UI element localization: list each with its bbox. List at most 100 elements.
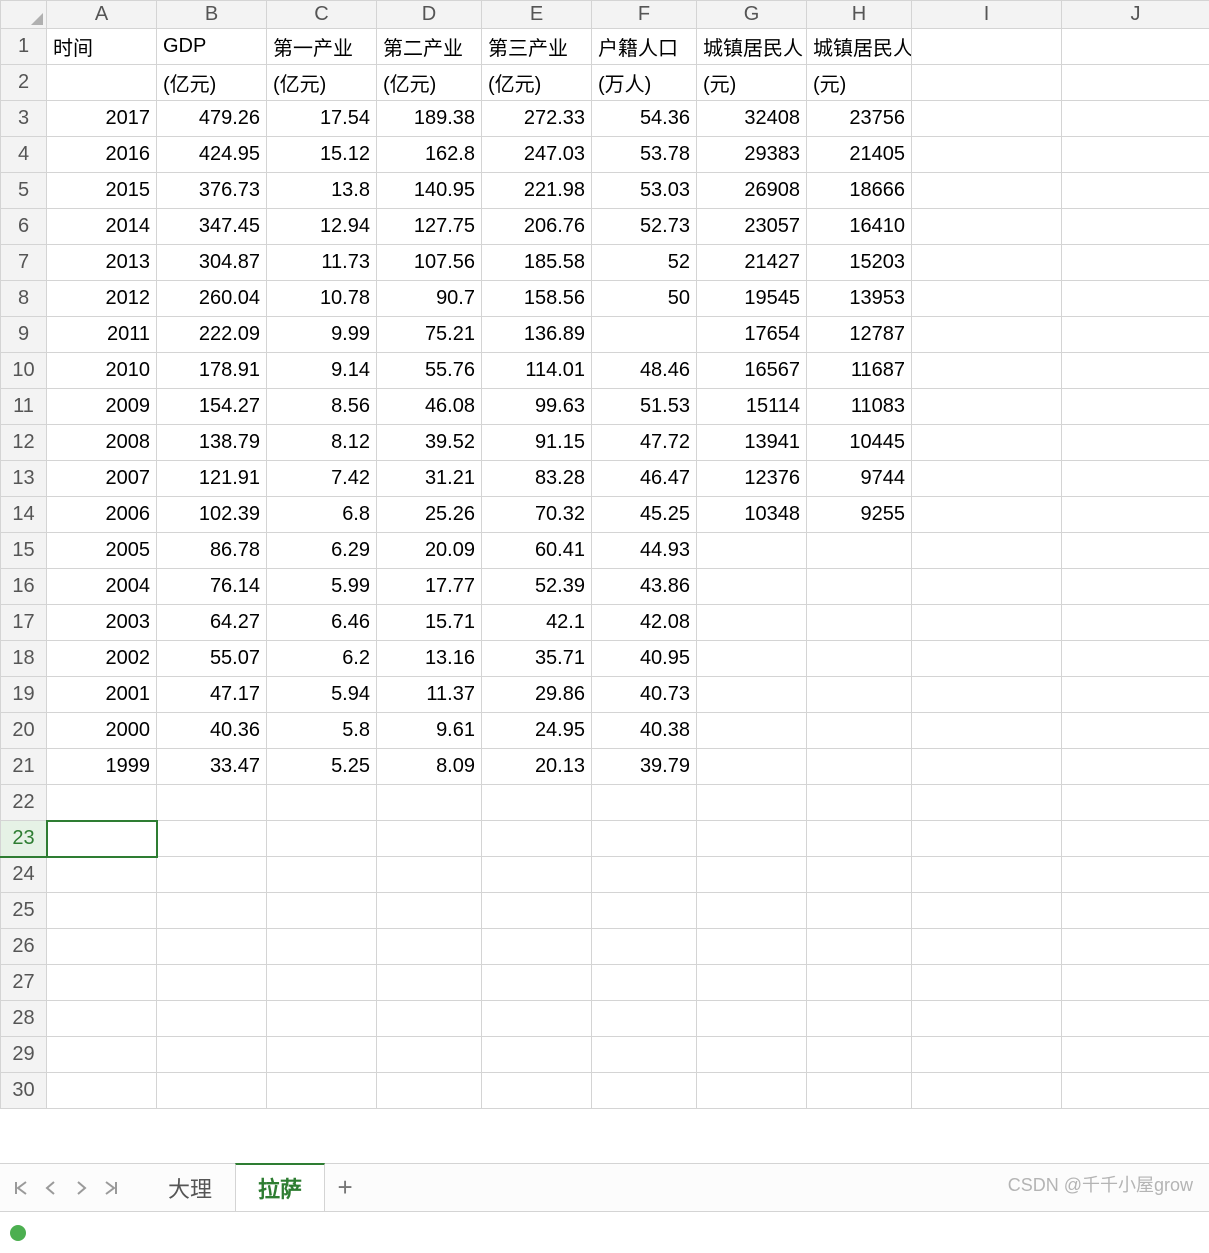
cell[interactable]: [807, 533, 912, 569]
cell[interactable]: [912, 209, 1062, 245]
cell[interactable]: [912, 1001, 1062, 1037]
cell[interactable]: 162.8: [377, 137, 482, 173]
cell[interactable]: 9.61: [377, 713, 482, 749]
row-header[interactable]: 30: [1, 1073, 47, 1109]
cell[interactable]: [807, 965, 912, 1001]
cell[interactable]: 6.8: [267, 497, 377, 533]
cell[interactable]: [377, 1001, 482, 1037]
cell[interactable]: 户籍人口: [592, 29, 697, 65]
cell[interactable]: 32408: [697, 101, 807, 137]
cell[interactable]: [807, 749, 912, 785]
cell[interactable]: 第二产业: [377, 29, 482, 65]
cell[interactable]: 44.93: [592, 533, 697, 569]
cell[interactable]: [157, 785, 267, 821]
cell[interactable]: [157, 1037, 267, 1073]
cell[interactable]: [592, 929, 697, 965]
cell[interactable]: [267, 965, 377, 1001]
row-header[interactable]: 27: [1, 965, 47, 1001]
cell[interactable]: [912, 1037, 1062, 1073]
row-header[interactable]: 7: [1, 245, 47, 281]
cell[interactable]: [912, 533, 1062, 569]
column-header[interactable]: B: [157, 1, 267, 29]
cell[interactable]: [912, 317, 1062, 353]
cell[interactable]: [267, 929, 377, 965]
cell[interactable]: [1062, 713, 1209, 749]
nav-last-icon[interactable]: [96, 1173, 126, 1203]
cell[interactable]: [47, 857, 157, 893]
column-header[interactable]: A: [47, 1, 157, 29]
cell[interactable]: [47, 65, 157, 101]
cell[interactable]: [157, 1001, 267, 1037]
cell[interactable]: 6.29: [267, 533, 377, 569]
cell[interactable]: [912, 893, 1062, 929]
cell[interactable]: [807, 821, 912, 857]
row-header[interactable]: 25: [1, 893, 47, 929]
cell[interactable]: [697, 785, 807, 821]
cell[interactable]: [697, 1037, 807, 1073]
cell[interactable]: [912, 101, 1062, 137]
cell[interactable]: (亿元): [377, 65, 482, 101]
cell[interactable]: 21427: [697, 245, 807, 281]
cell[interactable]: 60.41: [482, 533, 592, 569]
cell[interactable]: 第一产业: [267, 29, 377, 65]
column-header[interactable]: D: [377, 1, 482, 29]
cell[interactable]: [1062, 101, 1209, 137]
cell[interactable]: [47, 1037, 157, 1073]
cell[interactable]: [482, 1073, 592, 1109]
cell[interactable]: [482, 965, 592, 1001]
cell[interactable]: [157, 929, 267, 965]
cell[interactable]: 136.89: [482, 317, 592, 353]
cell[interactable]: 时间: [47, 29, 157, 65]
cell[interactable]: 50: [592, 281, 697, 317]
cell[interactable]: [1062, 533, 1209, 569]
nav-prev-icon[interactable]: [36, 1173, 66, 1203]
cell[interactable]: [1062, 353, 1209, 389]
cell[interactable]: 46.08: [377, 389, 482, 425]
cell[interactable]: [47, 965, 157, 1001]
cell[interactable]: [47, 1073, 157, 1109]
cell[interactable]: [912, 173, 1062, 209]
cell[interactable]: [912, 245, 1062, 281]
row-header[interactable]: 24: [1, 857, 47, 893]
row-header[interactable]: 11: [1, 389, 47, 425]
cell[interactable]: [1062, 929, 1209, 965]
cell[interactable]: [47, 821, 157, 857]
cell[interactable]: (元): [807, 65, 912, 101]
cell[interactable]: [912, 569, 1062, 605]
cell[interactable]: 2012: [47, 281, 157, 317]
cell[interactable]: [1062, 497, 1209, 533]
cell[interactable]: [912, 29, 1062, 65]
row-header[interactable]: 3: [1, 101, 47, 137]
spreadsheet-grid[interactable]: ABCDEFGHIJ 1时间GDP第一产业第二产业第三产业户籍人口城镇居民人城镇…: [0, 0, 1209, 1155]
cell[interactable]: 23756: [807, 101, 912, 137]
cell[interactable]: 17654: [697, 317, 807, 353]
cell[interactable]: [1062, 389, 1209, 425]
cell[interactable]: [1062, 461, 1209, 497]
cell[interactable]: (万人): [592, 65, 697, 101]
cell[interactable]: 17.77: [377, 569, 482, 605]
cell[interactable]: (亿元): [482, 65, 592, 101]
cell[interactable]: [912, 929, 1062, 965]
cell[interactable]: [157, 857, 267, 893]
cell[interactable]: [697, 893, 807, 929]
cell[interactable]: [912, 785, 1062, 821]
cell[interactable]: [1062, 29, 1209, 65]
cell[interactable]: [807, 641, 912, 677]
cell[interactable]: 53.78: [592, 137, 697, 173]
cell[interactable]: 33.47: [157, 749, 267, 785]
cell[interactable]: [807, 1001, 912, 1037]
cell[interactable]: 10348: [697, 497, 807, 533]
row-header[interactable]: 8: [1, 281, 47, 317]
cell[interactable]: 12787: [807, 317, 912, 353]
cell[interactable]: [1062, 821, 1209, 857]
cell[interactable]: 11.73: [267, 245, 377, 281]
cell[interactable]: 222.09: [157, 317, 267, 353]
cell[interactable]: 45.25: [592, 497, 697, 533]
cell[interactable]: [377, 929, 482, 965]
cell[interactable]: 2017: [47, 101, 157, 137]
cell[interactable]: 11687: [807, 353, 912, 389]
cell[interactable]: 20.09: [377, 533, 482, 569]
cell[interactable]: [267, 1037, 377, 1073]
cell[interactable]: [912, 497, 1062, 533]
cell[interactable]: 90.7: [377, 281, 482, 317]
